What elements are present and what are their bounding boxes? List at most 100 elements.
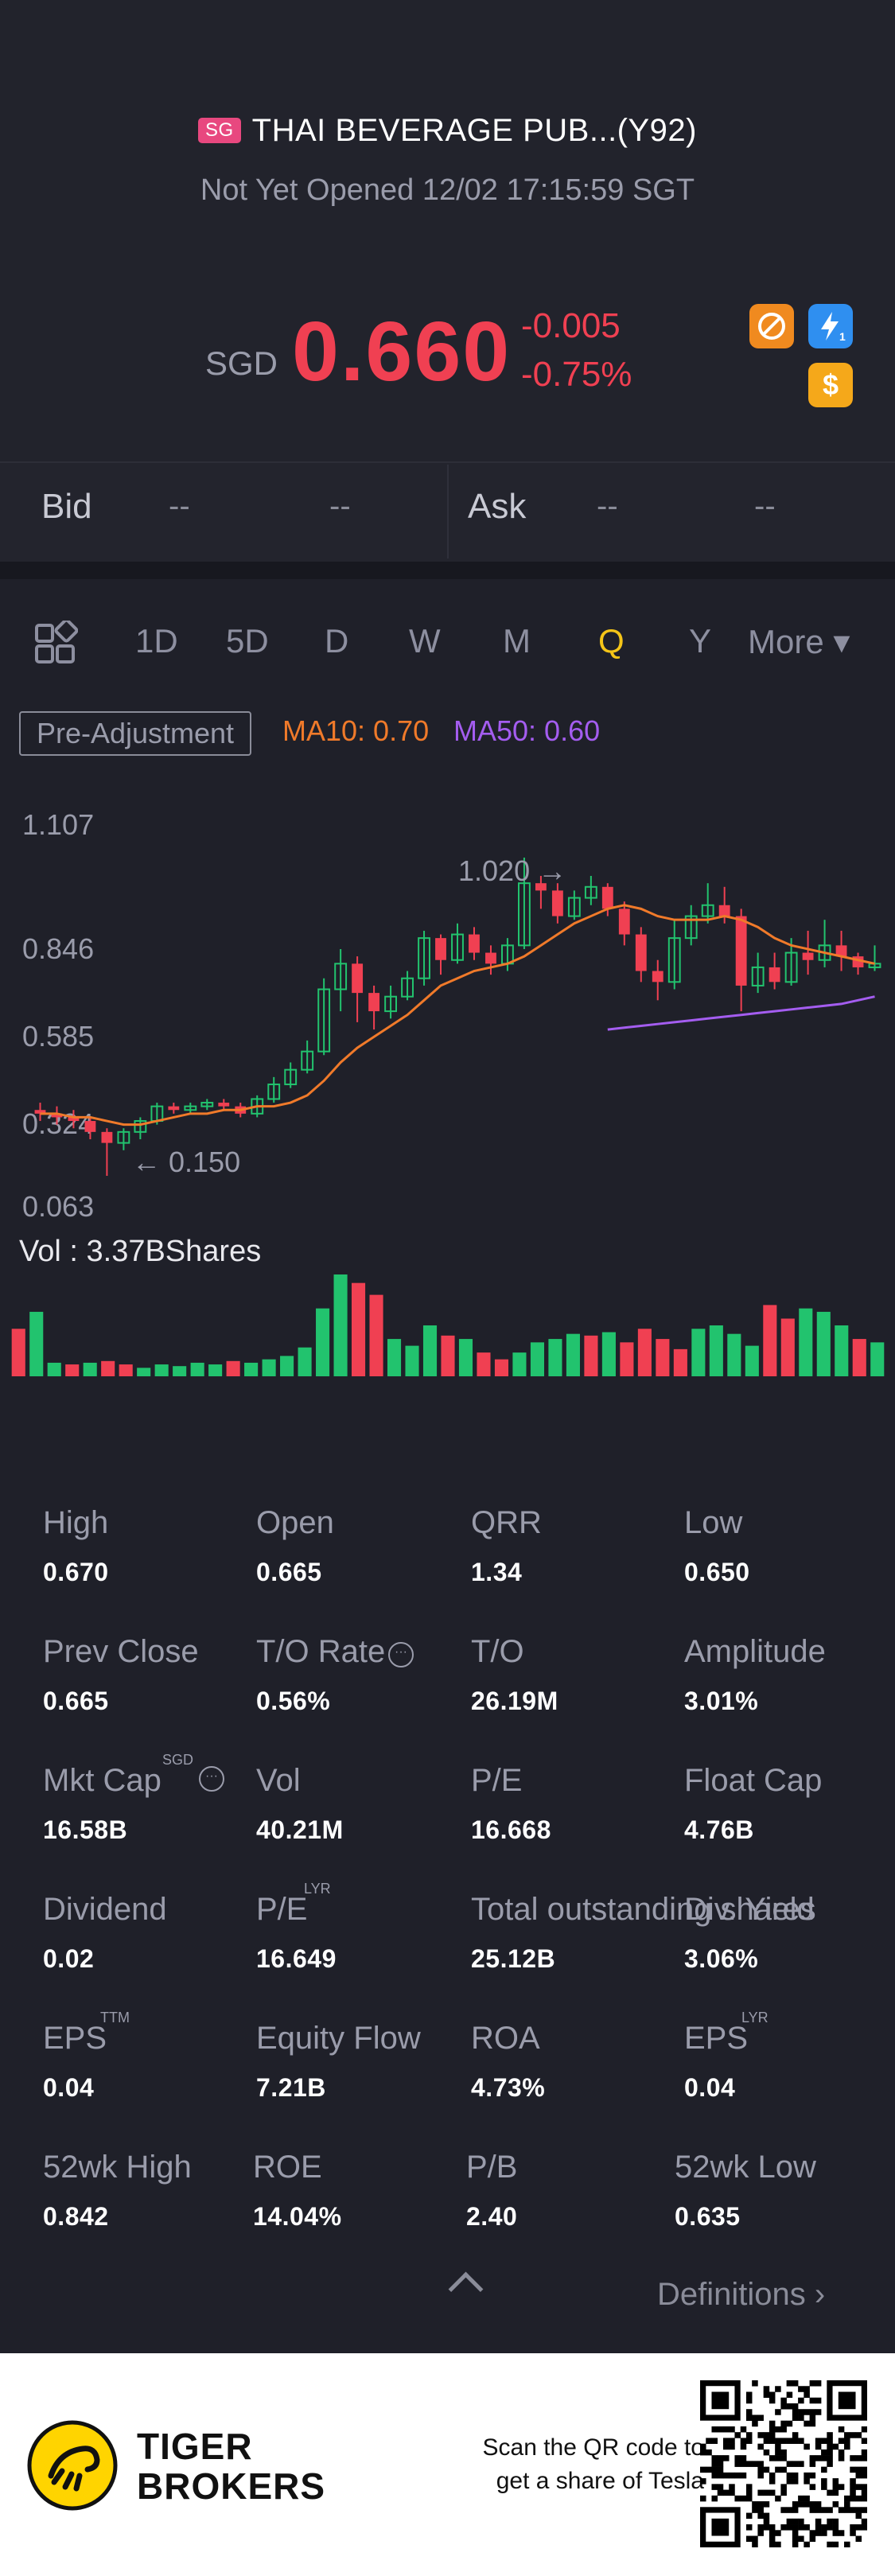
qr-module bbox=[821, 2530, 827, 2536]
qr-module bbox=[763, 2524, 770, 2531]
qr-module bbox=[850, 2524, 856, 2531]
stat-value: 16.668 bbox=[471, 1815, 551, 1844]
qr-module bbox=[786, 2420, 793, 2427]
no-short-icon[interactable] bbox=[749, 304, 794, 348]
qr-module bbox=[850, 2478, 856, 2485]
qr-module bbox=[711, 2472, 718, 2479]
qr-module bbox=[780, 2466, 787, 2473]
qr-module bbox=[717, 2461, 724, 2467]
qr-module bbox=[855, 2535, 862, 2543]
stat-label: High bbox=[43, 1505, 109, 1540]
qr-module bbox=[745, 2524, 753, 2531]
qr-module bbox=[844, 2501, 850, 2508]
qr-module bbox=[740, 2461, 747, 2467]
candle bbox=[835, 930, 847, 971]
qr-module bbox=[717, 2455, 724, 2461]
qr-module bbox=[786, 2403, 793, 2410]
qr-module bbox=[752, 2420, 758, 2427]
qr-module bbox=[706, 2466, 712, 2473]
qr-module bbox=[769, 2391, 776, 2399]
tab-m[interactable]: M bbox=[503, 622, 531, 660]
qr-module bbox=[752, 2535, 758, 2543]
definitions-link[interactable]: Definitions › bbox=[657, 2277, 826, 2312]
lightning-icon[interactable]: 1 bbox=[808, 304, 853, 348]
chart-layout-icon[interactable] bbox=[33, 618, 79, 669]
ask-price: -- bbox=[597, 488, 618, 523]
tab-y[interactable]: Y bbox=[689, 622, 712, 660]
qr-module bbox=[798, 2501, 804, 2508]
volume-bar bbox=[441, 1335, 455, 1376]
candle bbox=[635, 927, 647, 983]
stat-label: Amplitude bbox=[684, 1634, 826, 1669]
pre-adjustment-button[interactable]: Pre-Adjustment bbox=[19, 711, 251, 756]
candle bbox=[317, 978, 331, 1056]
volume-bar bbox=[280, 1356, 294, 1376]
qr-module bbox=[729, 2489, 735, 2496]
stat-value: 4.76B bbox=[684, 1815, 754, 1844]
candle bbox=[117, 1128, 130, 1150]
qr-module bbox=[786, 2524, 793, 2531]
qr-module bbox=[832, 2530, 839, 2536]
qr-module bbox=[850, 2530, 856, 2536]
candle bbox=[384, 985, 398, 1019]
info-icon[interactable]: ··· bbox=[199, 1766, 224, 1792]
collapse-caret-icon[interactable] bbox=[448, 2271, 484, 2307]
qr-module bbox=[804, 2541, 810, 2547]
qr-module bbox=[809, 2397, 816, 2404]
promo-footer: TIGER BROKERS Scan the QR code to get a … bbox=[0, 2353, 895, 2576]
qr-module bbox=[711, 2426, 718, 2433]
stat-label: ROA bbox=[471, 2021, 540, 2056]
stat-superscript: LYR bbox=[741, 2010, 769, 2025]
volume-bar bbox=[405, 1345, 419, 1376]
qr-module bbox=[757, 2415, 764, 2421]
tab-more[interactable]: More ▾ bbox=[748, 623, 850, 660]
info-icon[interactable]: ··· bbox=[388, 1642, 414, 1667]
qr-module bbox=[763, 2432, 770, 2438]
qr-module bbox=[700, 2478, 706, 2485]
candlestick-chart[interactable] bbox=[0, 780, 895, 1225]
candle bbox=[218, 1099, 230, 1111]
candle bbox=[868, 945, 881, 971]
qr-module bbox=[775, 2438, 781, 2444]
candle bbox=[168, 1103, 180, 1114]
candle bbox=[418, 930, 430, 986]
qr-module bbox=[792, 2518, 799, 2525]
qr-module bbox=[792, 2461, 799, 2467]
tab-d[interactable]: D bbox=[325, 622, 349, 660]
brand-line2: BROKERS bbox=[137, 2465, 326, 2507]
tab-w[interactable]: W bbox=[409, 622, 441, 660]
bid-price: -- bbox=[329, 488, 351, 523]
tab-q[interactable]: Q bbox=[598, 622, 625, 660]
tab-5d[interactable]: 5D bbox=[226, 622, 269, 660]
qr-module bbox=[815, 2518, 822, 2525]
tab-1d[interactable]: 1D bbox=[135, 622, 178, 660]
qr-module bbox=[809, 2409, 816, 2415]
volume-bar bbox=[584, 1335, 598, 1376]
volume-bar bbox=[745, 1345, 759, 1376]
candle bbox=[469, 927, 480, 960]
qr-module bbox=[844, 2438, 850, 2444]
stat-label: Mkt Cap bbox=[43, 1763, 161, 1798]
volume-bar bbox=[458, 1339, 473, 1376]
qr-module bbox=[740, 2426, 747, 2433]
candle bbox=[701, 883, 714, 924]
candle bbox=[184, 1103, 197, 1114]
qr-module bbox=[821, 2455, 827, 2461]
qr-module bbox=[745, 2495, 753, 2502]
candle bbox=[818, 920, 831, 967]
dollar-icon[interactable]: $ bbox=[808, 363, 853, 407]
stat-label: P/E bbox=[256, 1892, 308, 1927]
qr-module bbox=[827, 2432, 833, 2438]
qr-module bbox=[745, 2512, 753, 2520]
qr-module bbox=[711, 2484, 718, 2490]
candle bbox=[84, 1117, 96, 1140]
candle bbox=[652, 959, 663, 1001]
stat-label: QRR bbox=[471, 1505, 542, 1540]
stat-value: 25.12B bbox=[471, 1944, 556, 1973]
qr-module bbox=[861, 2426, 867, 2433]
qr-module bbox=[786, 2391, 793, 2399]
qr-module bbox=[792, 2380, 799, 2387]
stat-label: Equity Flow bbox=[256, 2021, 421, 2056]
stat-value: 26.19M bbox=[471, 1687, 558, 1715]
candle bbox=[618, 901, 630, 946]
